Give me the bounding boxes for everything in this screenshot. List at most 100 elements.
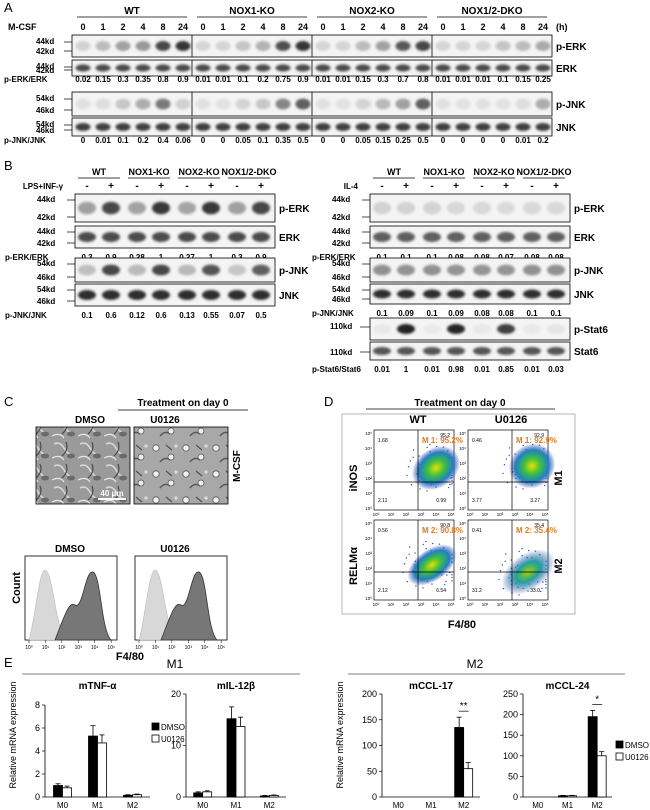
br-perk-band [547,201,565,215]
blot-a-perk-band [275,41,291,51]
br-pjnk-band [447,264,465,276]
br-group-3: NOX1/2-DKO [516,167,571,177]
x-tick-label: M2 [264,801,276,810]
blot-a-pjnk-band [195,98,211,110]
bl-ratio-value: 0.3 [81,253,93,262]
y-tick-label: 200 [503,710,518,720]
bl-jnk-band [78,290,96,300]
kd-label: 42kd [37,213,55,222]
y-tick-label: 250 [503,689,518,699]
dot [410,483,413,486]
quadrant-ll: 2.12 [378,588,388,594]
timepoint-1-2: 2 [240,22,245,32]
bar-u0126-m1 [235,726,246,798]
x-tick-label: 10² [403,512,410,517]
ratio-erk-value: 0.15 [355,75,371,84]
dot [412,456,414,458]
y-tick-label: 10² [459,476,466,481]
dot [438,543,441,545]
quadrant-ur: 90.8 [440,523,450,529]
quadrant-ll: 31.2 [472,588,482,594]
ratio-erk-value: 0.02 [75,75,91,84]
blot-a-perk-band [495,41,511,51]
panel-a-letter: A [4,0,13,15]
br-stat-band [373,346,391,356]
quadrant-ur: 95.2 [440,433,450,439]
timepoint-0-2: 2 [120,22,125,32]
x-tick-label: 10³ [418,602,425,607]
br-jnk-ratio-label: p-JNK/JNK [312,309,354,318]
bar-dmso-m1 [558,795,568,798]
ratio-jnk-value: 0.2 [537,136,549,145]
micrograph-label-u0126: U0126 [150,415,180,426]
timepoint-2-0: 0 [320,22,325,32]
y-tick-label: 2 [35,769,40,779]
blot-a-perk-band [315,41,331,51]
dot [405,557,408,559]
blot-a-jnk-band [115,122,131,132]
bl-jnk-frame [74,283,276,307]
blot-a-jnk-band [195,122,211,132]
br-stat-label: Stat6 [574,347,599,358]
blot-a-pjnk-band [335,98,351,110]
histogram-tick-label: 10⁴ [201,645,209,651]
ratio-jnk-value: 0.05 [235,136,251,145]
y-tick-label: 0 [513,792,518,802]
blot-a-perk-band [75,41,91,51]
br-jnk-band [497,289,515,299]
y-tick-label: 10⁵ [365,431,372,436]
blot-a-pjnk-band [535,98,551,110]
histogram-tick-label: 10⁵ [107,645,115,651]
bar-dmso-m1 [226,718,237,798]
ratio-erk-value: 0.8 [157,75,169,84]
kd-label: 54kd [332,259,350,268]
dot [522,488,524,490]
kd-label-bottom: 42kd [36,47,54,56]
kd-label: 44kd [332,195,350,204]
y-tick-label: 4 [35,746,40,756]
blot-a-perk-band [475,41,491,51]
y-tick-label: 10 [171,741,181,751]
blot-a-perk-band [195,41,211,51]
br-jnk-band [397,289,415,299]
ratio-jnk-value: 0.01 [515,136,531,145]
blot-a-jnk-band [95,122,111,132]
blot-a-jnk-band [315,122,331,132]
dot [504,553,507,555]
quadrant-ul: 0.41 [472,528,482,534]
x-tick-label: 10⁰ [373,512,380,517]
blot-a-jnk-band [275,122,291,132]
br-perk-band [447,201,465,215]
br-erk-band [397,232,415,242]
ratio-erk-value: 0.15 [95,75,111,84]
y-tick-label: 10² [365,566,372,571]
bl-sign: - [185,181,188,192]
micrograph-label-dmso: DMSO [75,415,105,426]
dot [412,449,415,451]
x-tick-label: M1 [562,801,574,810]
br-jnk-label: JNK [574,290,595,301]
kd-label: 42kd [332,239,350,248]
x-tick-label: 10³ [512,602,519,607]
ratio-jnk-value: 0 [321,136,326,145]
ratio-jnk-value: 0 [81,136,86,145]
legend-swatch-dmso [615,740,624,749]
dot [409,460,412,462]
blot-a-jnk-band [415,122,431,132]
x-tick-label: M2 [127,801,139,810]
br-ratio-value: 0.98 [448,365,464,374]
kd-label: 46kd [332,295,350,304]
x-tick-label: M0 [57,801,69,810]
ratio-erk-value: 0.01 [435,75,451,84]
br-erk-ratio-label: p-ERK/ERK [312,253,356,262]
bar-dmso-m0 [53,785,63,798]
bl-ratio-value: 0.28 [129,253,145,262]
dot [429,443,431,446]
blot-a-perk-band [155,41,171,51]
blot-a-erk-band [495,64,511,72]
ratio-erk-value: 0.1 [237,75,249,84]
dot [431,542,434,545]
blot-a-erk-band [335,64,351,72]
blot-a-jnk-band [155,122,171,132]
bl-pjnk-band [152,264,170,276]
